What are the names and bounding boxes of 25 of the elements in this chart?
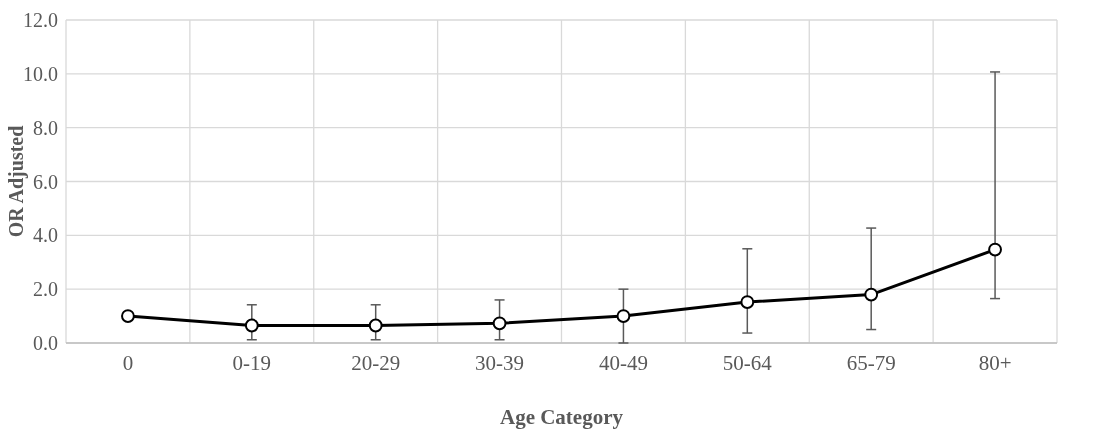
point xyxy=(121,309,135,323)
y-tick-label: 10.0 xyxy=(23,62,58,85)
x-tick-label: 80+ xyxy=(978,351,1012,375)
point xyxy=(864,287,879,302)
x-tick-label: 0 xyxy=(122,351,134,375)
y-tick-label: 4.0 xyxy=(33,224,58,247)
point xyxy=(616,309,631,323)
point xyxy=(492,316,507,331)
x-axis-title: Age Category xyxy=(499,405,624,429)
x-tick-label: 65-79 xyxy=(846,351,896,375)
y-tick-label: 6.0 xyxy=(33,170,58,193)
x-tick-label: 50-64 xyxy=(722,351,773,375)
y-tick-label: 2.0 xyxy=(33,278,58,301)
point xyxy=(244,318,259,333)
x-tick-label: 30-39 xyxy=(475,351,525,375)
point xyxy=(988,242,1002,257)
x-tick-label: 20-29 xyxy=(351,351,401,375)
y-axis-title: OR Adjusted xyxy=(5,125,28,238)
y-tick-label: 8.0 xyxy=(33,116,58,139)
point xyxy=(368,318,383,333)
y-tick-label: 12.0 xyxy=(23,9,58,31)
x-tick-label: 0-19 xyxy=(232,351,272,375)
point xyxy=(740,295,755,309)
y-tick-label: 0.0 xyxy=(33,332,58,354)
x-tick-label: 40-49 xyxy=(598,351,648,375)
